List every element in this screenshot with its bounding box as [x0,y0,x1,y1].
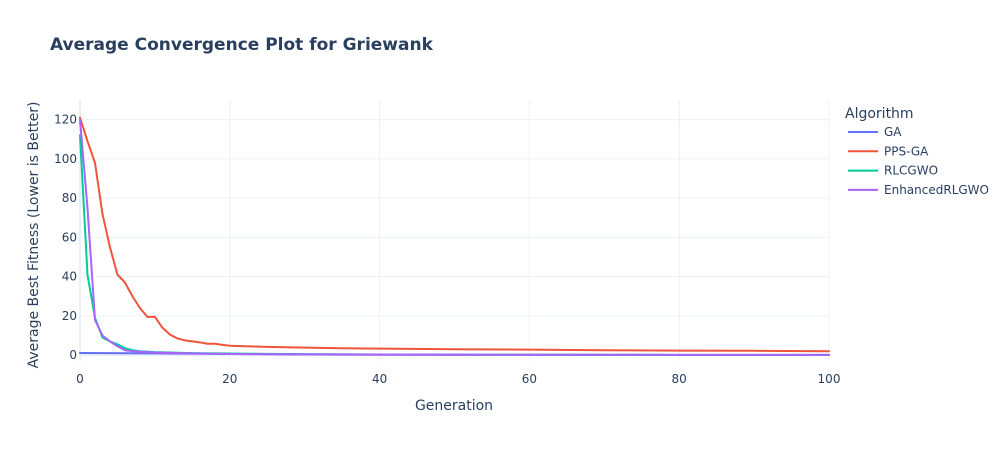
x-axis-ticks: 0 20 40 60 80 100 [76,372,840,386]
legend-label: EnhancedRLGWO [884,183,989,197]
x-tick-label: 100 [818,372,841,386]
x-tick-label: 0 [76,372,84,386]
legend-item-ga[interactable]: GA [848,125,902,139]
x-tick-label: 20 [222,372,237,386]
legend-label: GA [884,125,902,139]
y-axis-title: Average Best Fitness (Lower is Better) [26,102,42,369]
legend-item-rlcgwo[interactable]: RLCGWO [848,164,938,178]
legend-item-pps-ga[interactable]: PPS-GA [848,144,929,158]
legend-item-enhancedrlgwo[interactable]: EnhancedRLGWO [848,183,989,197]
y-tick-label: 120 [54,113,77,127]
y-tick-label: 0 [69,348,77,362]
chart-title: Average Convergence Plot for Griewank [50,35,434,55]
legend[interactable]: Algorithm GA PPS-GA RLCGWO EnhancedRLGWO [845,106,989,197]
y-tick-label: 20 [62,309,77,323]
legend-items[interactable]: GA PPS-GA RLCGWO EnhancedRLGWO [848,125,989,197]
series-line-enhancedrlgwo [79,118,830,356]
legend-label: RLCGWO [884,164,938,178]
x-tick-label: 60 [522,372,537,386]
legend-label: PPS-GA [884,144,929,158]
y-tick-label: 40 [62,270,77,284]
y-tick-label: 100 [54,152,77,166]
y-tick-label: 80 [62,191,77,205]
x-tick-label: 80 [672,372,687,386]
y-tick-label: 60 [62,230,77,244]
legend-title: Algorithm [845,106,914,122]
y-axis-ticks: 0 20 40 60 80 100 120 [54,113,77,362]
series-line-pps-ga [79,116,830,353]
plot-area [79,116,830,357]
x-axis-title: Generation [415,398,493,414]
x-tick-label: 40 [372,372,387,386]
